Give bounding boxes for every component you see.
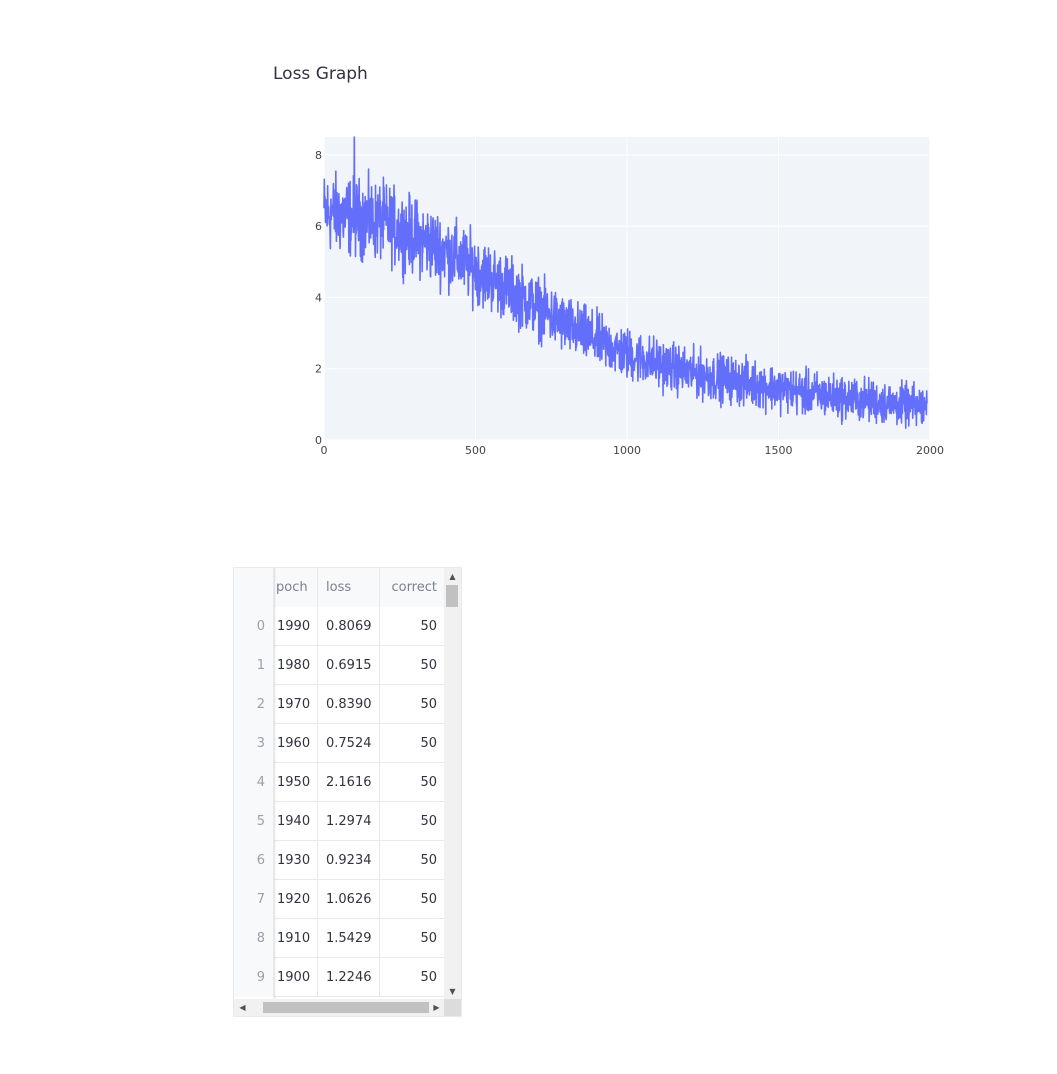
loss-cell[interactable]: 1.5429 [318, 919, 380, 958]
scrollbar-corner [444, 999, 461, 1016]
table-row[interactable]: 1 1980 0.6915 50 [234, 646, 445, 685]
epoch-cell[interactable]: 1950 [274, 763, 318, 802]
x-tick-label: 1000 [613, 444, 641, 457]
column-header-epoch[interactable]: poch [274, 568, 318, 607]
scroll-up-icon[interactable]: ▲ [449, 572, 456, 581]
table-row[interactable]: 9 1900 1.2246 50 [234, 958, 445, 997]
correct-cell[interactable]: 50 [420, 892, 437, 907]
correct-cell[interactable]: 50 [420, 970, 437, 985]
correct-cell[interactable]: 50 [420, 814, 437, 829]
y-tick-label: 2 [315, 363, 322, 376]
loss-cell[interactable]: 1.2246 [318, 958, 380, 997]
row-index-cell[interactable]: 1 [234, 646, 274, 685]
horizontal-scroll-thumb[interactable] [263, 1002, 429, 1013]
table-row[interactable]: 6 1930 0.9234 50 [234, 841, 445, 880]
table-row[interactable]: 2 1970 0.8390 50 [234, 685, 445, 724]
column-header-loss[interactable]: loss [318, 568, 380, 607]
row-index-cell[interactable]: 5 [234, 802, 274, 841]
scroll-left-icon[interactable]: ◀ [239, 1003, 246, 1012]
correct-cell[interactable]: 50 [420, 619, 437, 634]
row-index-cell[interactable]: 9 [234, 958, 274, 997]
x-tick-label: 2000 [916, 444, 944, 457]
loss-cell[interactable]: 1.0626 [318, 880, 380, 919]
epoch-cell[interactable]: 1990 [274, 607, 318, 646]
row-index-cell[interactable]: 3 [234, 724, 274, 763]
loss-cell[interactable]: 0.9234 [318, 841, 380, 880]
row-index-cell[interactable]: 6 [234, 841, 274, 880]
loss-graph-title: Loss Graph [273, 64, 368, 84]
correct-cell[interactable]: 50 [420, 775, 437, 790]
x-tick-label: 500 [465, 444, 486, 457]
table-row[interactable]: 5 1940 1.2974 50 [234, 802, 445, 841]
scroll-right-icon[interactable]: ▶ [433, 1003, 440, 1012]
loss-cell[interactable]: 0.8069 [318, 607, 380, 646]
epoch-cell[interactable]: 1980 [274, 646, 318, 685]
y-tick-label: 0 [315, 434, 322, 447]
index-column-shadow [274, 568, 276, 1000]
correct-cell[interactable]: 50 [420, 658, 437, 673]
y-tick-label: 4 [315, 291, 322, 304]
loss-cell[interactable]: 0.8390 [318, 685, 380, 724]
x-tick-label: 1500 [765, 444, 793, 457]
epoch-cell[interactable]: 1900 [274, 958, 318, 997]
row-index-cell[interactable]: 4 [234, 763, 274, 802]
loss-series-line[interactable] [323, 136, 928, 429]
loss-cell[interactable]: 0.6915 [318, 646, 380, 685]
correct-cell[interactable]: 50 [420, 931, 437, 946]
correct-cell[interactable]: 50 [420, 736, 437, 751]
table-row[interactable]: 4 1950 2.1616 50 [234, 763, 445, 802]
column-header-correct[interactable]: correct [380, 568, 445, 607]
dataframe-table[interactable]: poch loss correct 0 1990 0.8069 50 1 1980 0.69… [233, 567, 462, 1017]
horizontal-scrollbar[interactable]: ◀ ▶ [234, 999, 445, 1016]
epoch-cell[interactable]: 1910 [274, 919, 318, 958]
table-row[interactable]: 8 1910 1.5429 50 [234, 919, 445, 958]
loss-chart-svg[interactable]: 0 500 1000 1500 2000 0 2 4 6 8 [300, 125, 960, 470]
column-header-index[interactable] [234, 568, 274, 607]
table-header-row: poch loss correct [234, 568, 445, 607]
epoch-cell[interactable]: 1930 [274, 841, 318, 880]
table-row[interactable]: 0 1990 0.8069 50 [234, 607, 445, 646]
table-row[interactable]: 3 1960 0.7524 50 [234, 724, 445, 763]
y-tick-label: 6 [315, 220, 322, 233]
loss-cell[interactable]: 2.1616 [318, 763, 380, 802]
vertical-scrollbar[interactable]: ▲ ▼ [444, 568, 461, 1000]
epoch-cell[interactable]: 1940 [274, 802, 318, 841]
epoch-cell[interactable]: 1960 [274, 724, 318, 763]
correct-cell[interactable]: 50 [420, 697, 437, 712]
scroll-down-icon[interactable]: ▼ [449, 987, 456, 996]
loss-cell[interactable]: 1.2974 [318, 802, 380, 841]
vertical-scroll-thumb[interactable] [446, 585, 458, 607]
loss-cell[interactable]: 0.7524 [318, 724, 380, 763]
y-tick-label: 8 [315, 149, 322, 162]
row-index-cell[interactable]: 2 [234, 685, 274, 724]
loss-chart[interactable]: 0 500 1000 1500 2000 0 2 4 6 8 [300, 125, 960, 470]
dataframe-grid[interactable]: poch loss correct 0 1990 0.8069 50 1 1980 0.69… [234, 568, 445, 1000]
row-index-cell[interactable]: 7 [234, 880, 274, 919]
epoch-cell[interactable]: 1970 [274, 685, 318, 724]
x-tick-label: 0 [321, 444, 328, 457]
row-index-cell[interactable]: 0 [234, 607, 274, 646]
row-index-cell[interactable]: 8 [234, 919, 274, 958]
epoch-cell[interactable]: 1920 [274, 880, 318, 919]
table-row[interactable]: 7 1920 1.0626 50 [234, 880, 445, 919]
correct-cell[interactable]: 50 [420, 853, 437, 868]
